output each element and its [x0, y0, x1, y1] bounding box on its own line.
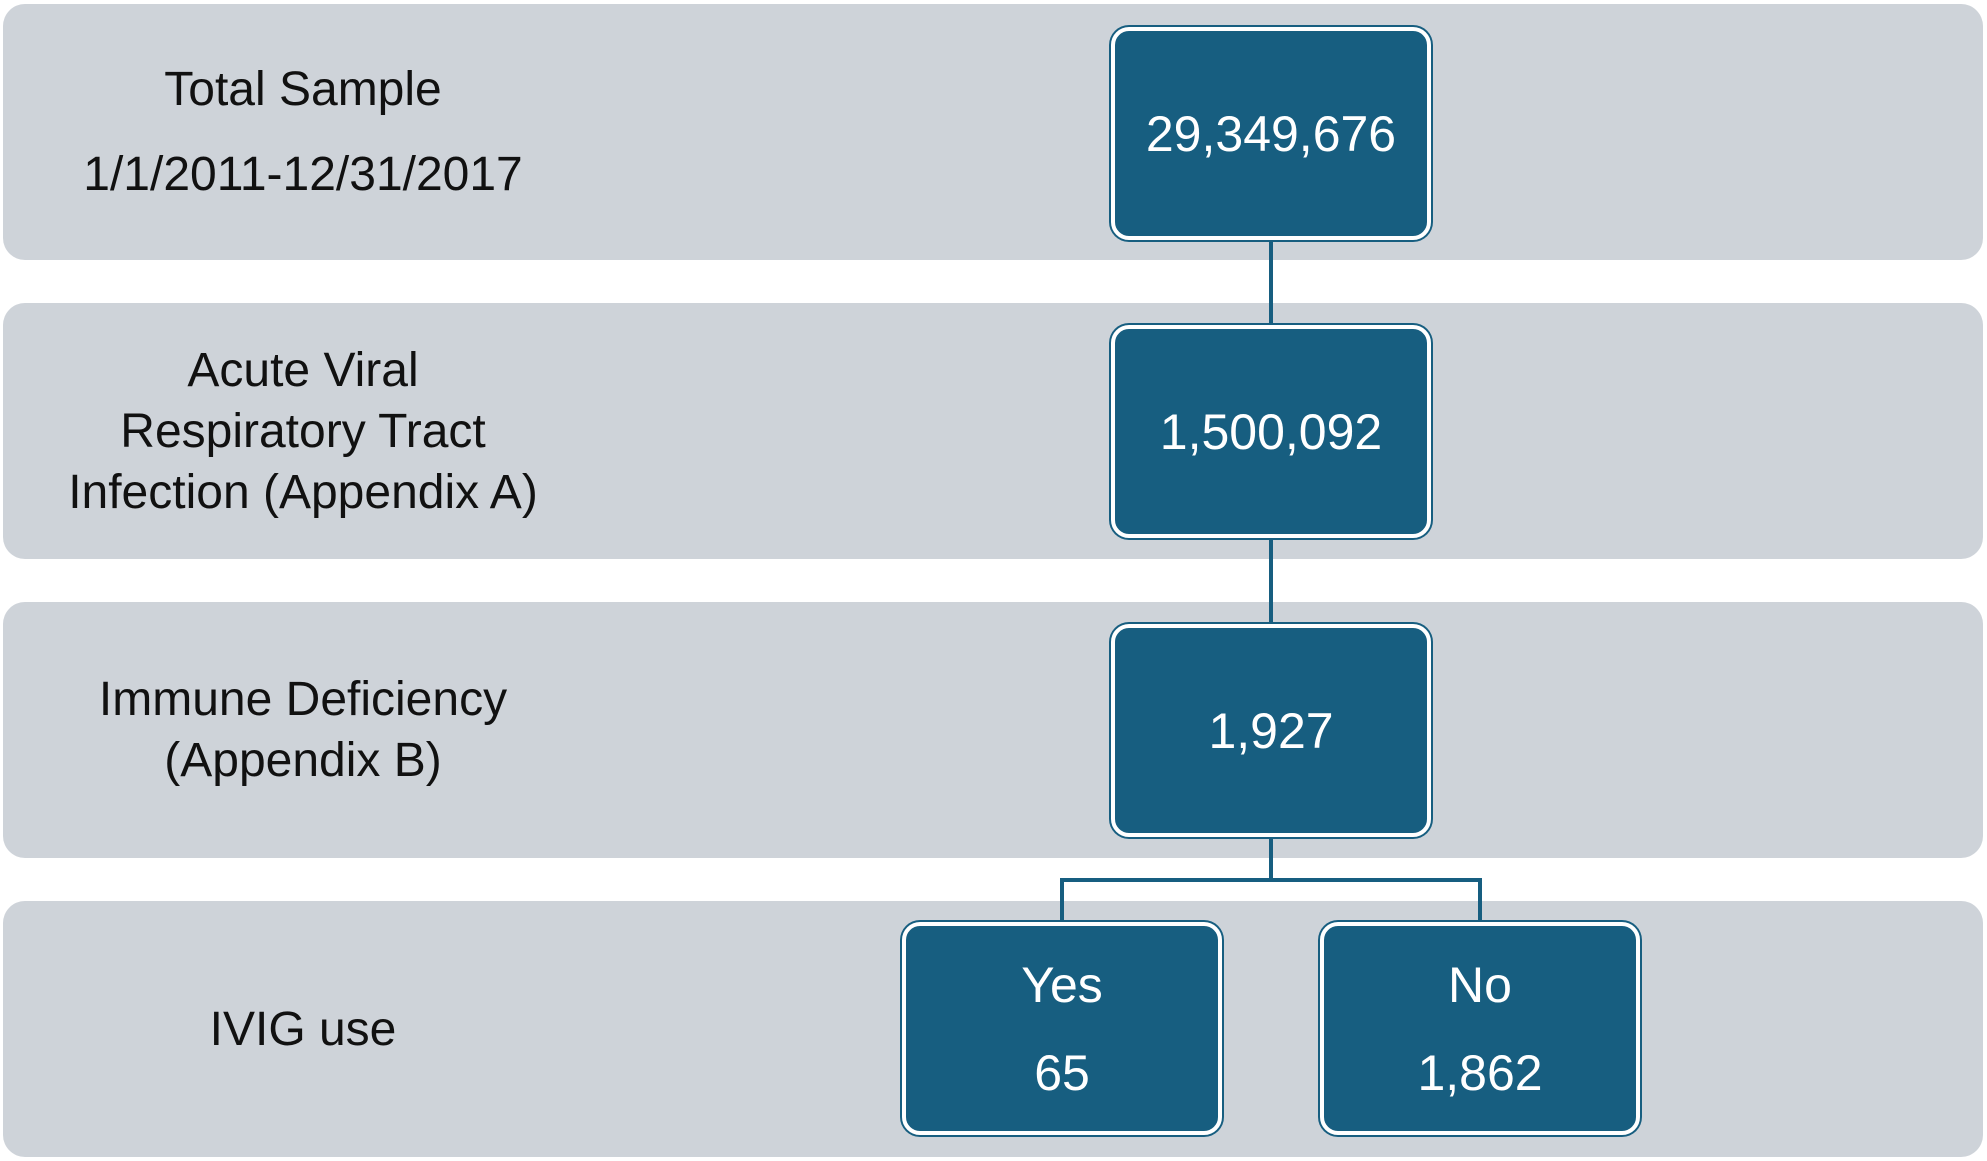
label-ivig-use-line1: IVIG use	[209, 1002, 397, 1056]
label-immune-deficiency-line1: Immune Deficiency	[98, 673, 508, 726]
branch-yes-label: Yes	[1021, 956, 1103, 1013]
band-total-sample: Total Sample 1/1/2011-12/31/2017	[3, 4, 1983, 260]
connector-immune-to-branches	[1060, 837, 1273, 922]
branch-no-count: 1,862	[1417, 1044, 1543, 1101]
band-immune-deficiency: Immune Deficiency (Appendix B)	[3, 602, 1983, 858]
label-ivig-use: IVIG use	[3, 901, 603, 1157]
band-acute-viral: Acute Viral Respiratory Tract Infection …	[3, 303, 1983, 559]
connector-immune-to-no	[1271, 878, 1482, 922]
count-box-immune-deficiency: 1,927	[1111, 624, 1431, 837]
label-acute-viral-line3: Infection (Appendix A)	[68, 465, 538, 519]
count-immune-deficiency: 1,927	[1208, 702, 1334, 759]
label-immune-deficiency: Immune Deficiency (Appendix B)	[3, 602, 603, 858]
count-box-acute-viral: 1,500,092	[1111, 325, 1431, 538]
label-immune-deficiency-line2: (Appendix B)	[164, 734, 442, 787]
label-acute-viral-line1: Acute Viral	[187, 343, 419, 397]
label-total-sample: Total Sample 1/1/2011-12/31/2017	[3, 4, 603, 260]
count-box-ivig-no: No 1,862	[1320, 922, 1640, 1135]
count-box-ivig-yes: Yes 65	[902, 922, 1222, 1135]
branch-yes-count: 65	[1034, 1044, 1090, 1101]
label-total-sample-title: Total Sample	[164, 63, 442, 116]
count-total-sample: 29,349,676	[1145, 105, 1397, 162]
count-acute-viral: 1,500,092	[1159, 403, 1383, 460]
count-box-total-sample: 29,349,676	[1111, 27, 1431, 240]
label-acute-viral-line2: Respiratory Tract	[120, 404, 486, 458]
label-total-sample-dates: 1/1/2011-12/31/2017	[83, 148, 523, 201]
branch-no-label: No	[1448, 956, 1512, 1013]
label-acute-viral: Acute Viral Respiratory Tract Infection …	[3, 303, 603, 559]
